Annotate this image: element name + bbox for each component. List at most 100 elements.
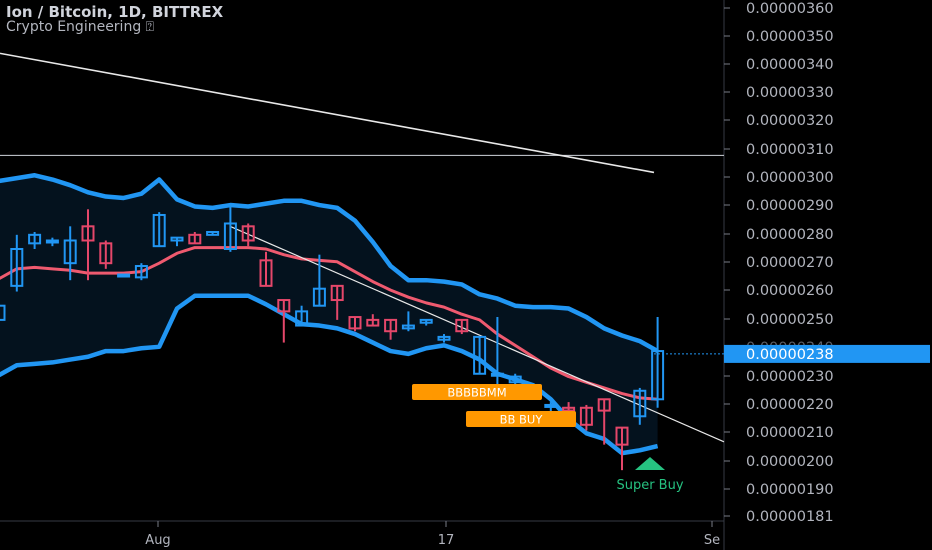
indicator-name[interactable]: Crypto Engineering ⍰ xyxy=(6,19,155,35)
price-axis-label: 0.00000270 xyxy=(746,255,834,271)
candle-body xyxy=(241,225,255,242)
candle-body xyxy=(579,406,593,426)
candle[interactable] xyxy=(206,230,220,236)
candle[interactable] xyxy=(295,305,309,327)
price-axis-label: 0.00000200 xyxy=(746,454,834,470)
candle-body xyxy=(134,265,148,279)
candle-body xyxy=(490,372,504,377)
super-buy-triangle xyxy=(635,457,665,470)
price-axis-label: 0.00000260 xyxy=(746,283,834,299)
time-axis-label: 17 xyxy=(438,533,455,548)
candle[interactable] xyxy=(277,299,291,343)
candle-body xyxy=(401,324,415,330)
candle[interactable] xyxy=(597,398,611,445)
candle[interactable] xyxy=(241,223,255,247)
time-axis-label: Aug xyxy=(145,533,170,548)
signal-label-box xyxy=(412,384,542,400)
candle-body xyxy=(473,335,487,375)
candle-body xyxy=(152,213,166,248)
signal-label-text: BB BUY xyxy=(500,413,544,427)
candle[interactable] xyxy=(45,237,59,247)
candle[interactable] xyxy=(259,251,273,287)
candle-body xyxy=(562,406,576,412)
candle[interactable] xyxy=(384,318,398,340)
candle[interactable] xyxy=(152,212,166,248)
price-axis-label: 0.00000310 xyxy=(746,142,834,158)
candle[interactable] xyxy=(0,303,6,334)
candle[interactable] xyxy=(10,234,24,292)
candle[interactable] xyxy=(99,240,113,269)
last-price-tag xyxy=(724,344,930,363)
upper-band-line xyxy=(0,173,659,354)
candle[interactable] xyxy=(81,209,95,281)
candle-body xyxy=(330,284,344,302)
candle[interactable] xyxy=(117,273,131,278)
candle[interactable] xyxy=(419,318,433,326)
candle-body xyxy=(259,259,273,287)
candle[interactable] xyxy=(455,318,469,335)
price-axis-label: 0.00000290 xyxy=(746,198,834,214)
candle-body xyxy=(28,233,42,245)
candle-body xyxy=(45,239,59,244)
candle[interactable] xyxy=(134,263,148,281)
candle-body xyxy=(295,310,309,327)
long-moving-average xyxy=(0,52,655,174)
candle-body xyxy=(348,316,362,330)
candle[interactable] xyxy=(651,317,665,408)
candle-body xyxy=(419,318,433,324)
candle-body xyxy=(206,230,220,236)
candle[interactable] xyxy=(508,373,522,386)
candle[interactable] xyxy=(330,284,344,320)
candle[interactable] xyxy=(490,317,504,386)
time-axis-label: Se xyxy=(704,533,720,548)
candle-body xyxy=(0,304,6,321)
candle[interactable] xyxy=(437,334,451,343)
candle-body xyxy=(81,225,95,242)
candle-body xyxy=(597,398,611,412)
candle[interactable] xyxy=(188,231,202,245)
candle-body xyxy=(277,299,291,313)
price-axis-label: 0.00000220 xyxy=(746,397,834,413)
candle-body xyxy=(455,318,469,333)
basis-line xyxy=(0,246,658,401)
price-axis-label: 0.00000350 xyxy=(746,29,834,45)
last-price-text: 0.00000238 xyxy=(746,347,834,363)
trendline xyxy=(229,225,725,443)
super-buy-label: Super Buy xyxy=(616,478,683,493)
candle[interactable] xyxy=(223,206,237,252)
candle-body xyxy=(188,233,202,245)
candle[interactable] xyxy=(366,314,380,327)
price-axis-label: 0.00000250 xyxy=(746,312,834,328)
signal-label-box xyxy=(466,411,576,427)
candle[interactable] xyxy=(579,404,593,431)
candle[interactable] xyxy=(401,311,415,332)
candle-body xyxy=(99,242,113,265)
price-axis-label: 0.00000230 xyxy=(746,369,834,385)
candle-body xyxy=(170,236,184,242)
symbol-title: Ion / Bitcoin, 1D, BITTREX xyxy=(6,3,224,21)
candle-body xyxy=(508,375,522,384)
candle-body xyxy=(384,318,398,333)
candle[interactable] xyxy=(312,254,326,307)
candle[interactable] xyxy=(348,316,362,332)
candle-body xyxy=(366,318,380,327)
candle-body xyxy=(437,335,451,341)
lower-band-line xyxy=(0,293,659,456)
candle[interactable] xyxy=(473,335,487,375)
price-axis-label: 0.00000181 xyxy=(746,509,834,525)
price-axis-label: 0.00000190 xyxy=(746,482,834,498)
candle[interactable] xyxy=(633,387,647,425)
candle-body xyxy=(544,403,558,408)
candle[interactable] xyxy=(28,231,42,249)
candle-body xyxy=(63,239,77,265)
price-axis-label: 0.00000300 xyxy=(746,170,834,186)
candle-body xyxy=(312,287,326,307)
candle[interactable] xyxy=(615,426,629,471)
candle-body xyxy=(10,248,24,287)
candle[interactable] xyxy=(170,236,184,247)
candle-body xyxy=(633,389,647,418)
price-axis-label: 0.00000280 xyxy=(746,227,834,243)
signal-label-text: BBBBBMM xyxy=(447,386,506,400)
candle[interactable] xyxy=(63,226,77,281)
